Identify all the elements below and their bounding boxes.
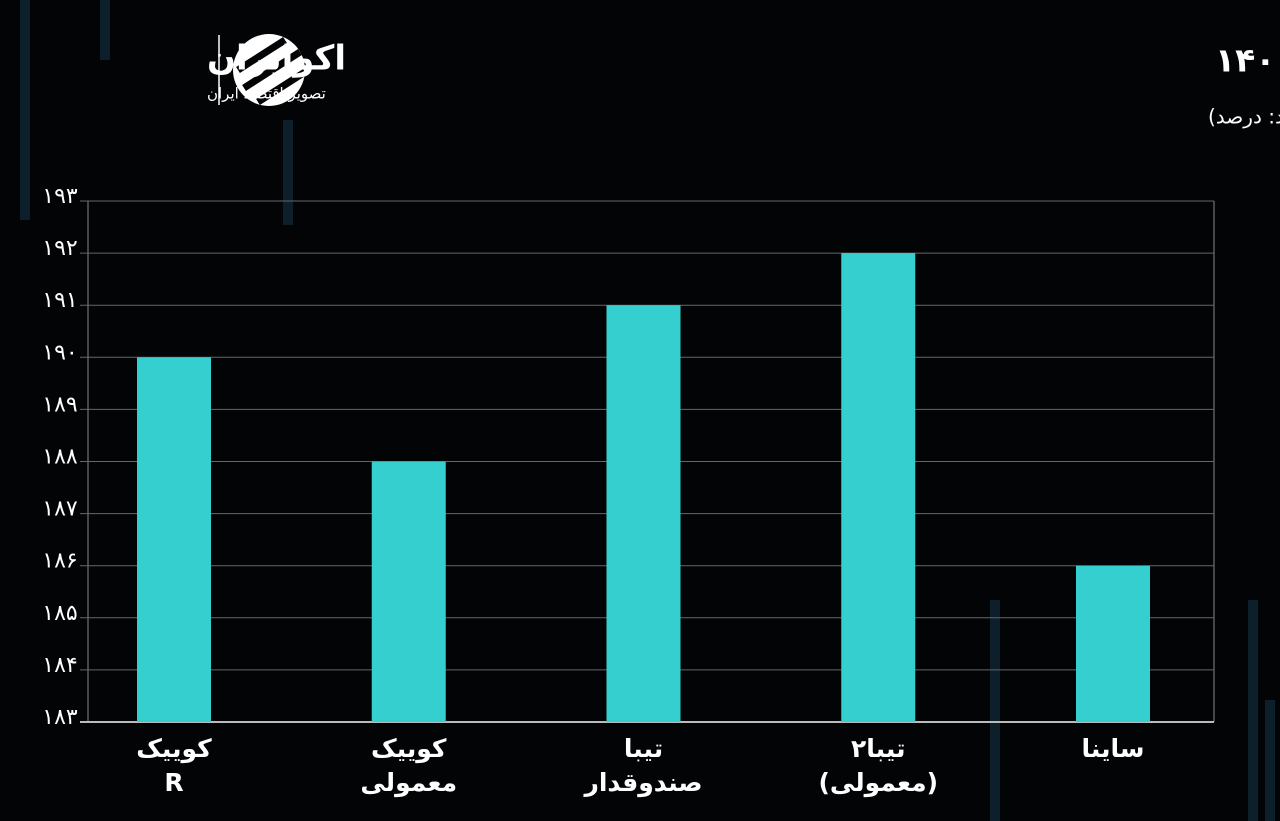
brand-name: اکوایران xyxy=(207,39,346,79)
x-tick-label: ساینا xyxy=(1081,734,1145,763)
bar xyxy=(371,461,446,722)
y-tick-label: ۱۹۱ xyxy=(42,288,77,313)
brand-tagline: تصویر اقتصاد ایران xyxy=(207,85,326,103)
x-tick-label: کوییک R xyxy=(136,734,212,797)
logo-icon xyxy=(233,34,307,106)
x-tick-label: تیبا صندوقدار xyxy=(584,734,703,797)
y-tick-label: ۱۸۹ xyxy=(42,392,77,417)
bar xyxy=(137,357,211,722)
bar xyxy=(841,253,916,722)
bar xyxy=(606,305,681,722)
y-tick-label: ۱۹۲ xyxy=(42,236,77,261)
x-tick-label: تیبا۲ (معمولی) xyxy=(818,734,939,797)
chart-title: روند رشد قیمت خودروهای اقتصادی در سال ۱۴… xyxy=(1215,41,1280,81)
y-tick-label: ۱۸۳ xyxy=(42,705,78,730)
y-tick-label: ۱۸۵ xyxy=(42,601,77,626)
x-tick-label: کوییک معمولی xyxy=(360,734,458,797)
chart-subtitle: (واحد: درصد) xyxy=(1208,105,1280,129)
y-tick-label: ۱۸۴ xyxy=(42,653,77,678)
y-tick-label: ۱۸۷ xyxy=(42,497,78,522)
y-tick-label: ۱۸۶ xyxy=(42,549,77,574)
y-tick-label: ۱۸۸ xyxy=(42,445,78,470)
y-tick-label: ۱۹۰ xyxy=(42,340,77,365)
y-tick-label: ۱۹۳ xyxy=(42,184,78,209)
background-decor xyxy=(20,0,1275,821)
bar xyxy=(1076,565,1150,722)
